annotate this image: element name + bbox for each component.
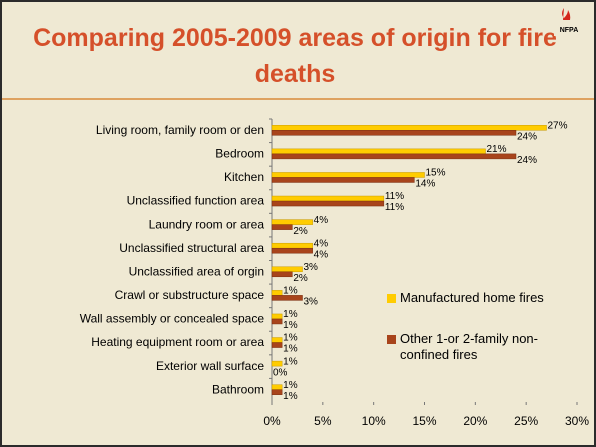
value-label: 1% — [283, 356, 298, 367]
value-label: 4% — [314, 238, 329, 249]
value-label: 0% — [273, 367, 288, 378]
value-label: 27% — [548, 120, 568, 131]
value-label: 11% — [385, 202, 404, 213]
bar — [271, 271, 293, 278]
value-label: 2% — [293, 273, 308, 284]
value-label: 3% — [304, 297, 319, 308]
value-label: 2% — [293, 226, 308, 237]
logo-box — [554, 6, 584, 36]
legend-label: Manufactured home fires — [400, 290, 544, 305]
logo-flame — [562, 8, 571, 20]
bar — [271, 313, 283, 320]
x-tick-label: 0% — [263, 414, 281, 428]
bar — [271, 125, 547, 131]
value-label: 1% — [283, 380, 298, 391]
bar — [271, 247, 313, 254]
bar — [271, 290, 283, 296]
y-tick-label: Unclassified function area — [127, 194, 265, 208]
value-label: 3% — [304, 262, 319, 273]
value-label: 21% — [487, 144, 507, 155]
bar — [271, 295, 303, 301]
value-label: 4% — [314, 215, 329, 226]
bar — [271, 219, 313, 225]
x-tick-label: 30% — [565, 414, 589, 428]
bar — [271, 153, 517, 160]
value-label: 1% — [283, 309, 298, 320]
value-label: 15% — [426, 168, 446, 179]
value-label: 1% — [283, 286, 298, 297]
x-tick-label: 20% — [463, 414, 487, 428]
y-tick-label: Exterior wall surface — [156, 359, 264, 373]
bar — [271, 360, 283, 367]
bar — [271, 242, 313, 249]
legend-swatch — [387, 294, 396, 303]
y-tick-label: Crawl or substructure space — [115, 288, 265, 302]
bar — [271, 384, 283, 390]
bar — [271, 337, 283, 343]
y-tick-label: Laundry room or area — [149, 217, 265, 231]
value-label: 4% — [314, 249, 329, 260]
y-tick-label: Bedroom — [215, 147, 264, 161]
bar — [271, 177, 415, 183]
y-tick-label: Unclassified structural area — [119, 241, 264, 255]
legend-label: Other 1-or 2-family non-confined fires — [400, 331, 538, 362]
bar — [271, 172, 425, 178]
legend-swatch — [387, 335, 396, 344]
x-tick-label: 10% — [362, 414, 386, 428]
value-label: 1% — [283, 320, 298, 331]
y-tick-label: Heating equipment room or area — [91, 335, 264, 349]
y-tick-label: Kitchen — [224, 170, 264, 184]
y-tick-label: Living room, family room or den — [96, 123, 264, 137]
value-label: 24% — [517, 131, 537, 142]
bar — [271, 389, 283, 395]
value-label: 1% — [283, 333, 298, 344]
x-tick-label: 25% — [514, 414, 538, 428]
y-tick-label: Wall assembly or concealed space — [80, 312, 265, 326]
bar — [271, 195, 385, 202]
logo-text: NFPA — [560, 27, 579, 34]
bar — [271, 318, 283, 325]
value-label: 14% — [415, 179, 435, 190]
value-label: 1% — [283, 344, 298, 355]
value-label: 24% — [517, 155, 537, 166]
bar — [271, 200, 385, 207]
value-label: 11% — [385, 191, 404, 202]
x-tick-label: 15% — [412, 414, 436, 428]
bar — [271, 148, 486, 155]
bar — [271, 342, 283, 348]
chart-title: Comparing 2005-2009 areas of origin for … — [33, 24, 557, 88]
bar — [271, 130, 517, 136]
bar — [271, 224, 293, 230]
x-tick-label: 5% — [314, 414, 332, 428]
y-tick-label: Bathroom — [212, 382, 264, 396]
value-label: 1% — [283, 391, 298, 402]
y-tick-label: Unclassified area of orgin — [129, 264, 264, 278]
bar — [271, 266, 303, 273]
